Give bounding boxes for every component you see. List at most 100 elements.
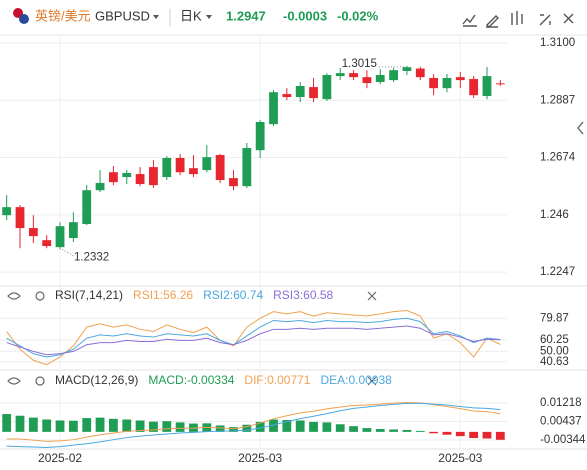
dropdown-caret[interactable] [153, 15, 159, 19]
macd-bar [362, 428, 372, 432]
candle-body [375, 75, 385, 82]
candle-body [68, 222, 78, 239]
macd-bar [455, 431, 465, 437]
x-tick-label: 2025-02 [38, 451, 82, 465]
macd-bar [402, 429, 412, 432]
macd-bar [242, 424, 252, 432]
macd-bar [495, 431, 505, 440]
macd-bar [135, 420, 145, 432]
candle-style-button[interactable] [511, 11, 523, 25]
legend-entry: DEA:0.00938 [320, 373, 392, 387]
macd-bar [82, 418, 92, 432]
y-tick-label: 40.63 [540, 356, 569, 368]
macd-bar [415, 430, 425, 432]
candle-body [95, 182, 105, 191]
macd-bar [42, 419, 52, 432]
legend-entry: DIF:0.00771 [244, 373, 310, 387]
price-change-pct: -0.02% [337, 8, 379, 23]
candle-body [215, 155, 225, 181]
candle-body [149, 167, 158, 186]
candle-body [109, 172, 118, 183]
macd-bar [229, 427, 238, 432]
y-tick-label: 1.2887 [540, 94, 575, 106]
candle-body [2, 207, 12, 216]
macd-bar [68, 420, 78, 432]
header-bg [0, 0, 587, 35]
macd-bar [122, 419, 132, 432]
candle-body [255, 122, 265, 151]
low-leader [61, 248, 75, 257]
macd-bar [442, 431, 452, 435]
symbol-name[interactable]: 英镑/美元 [35, 8, 91, 23]
candle-body [295, 86, 305, 98]
macd-bar [55, 420, 65, 432]
y-tick-label: 1.3100 [540, 37, 575, 49]
candle-body [362, 77, 372, 84]
macd-bar [295, 420, 305, 432]
candle-body [135, 174, 145, 185]
macd-bar [389, 429, 398, 432]
x-tick-label: 2025-03 [238, 451, 282, 465]
macd-line [6, 402, 501, 449]
macd-bar [28, 417, 38, 432]
price-change: -0.0003 [283, 8, 327, 23]
candle-body [15, 207, 25, 229]
candle-body [495, 83, 505, 85]
rsi-line [6, 325, 501, 356]
x-tick-label: 2025-03 [438, 451, 482, 465]
macd-bar [375, 429, 385, 432]
macd-bar [349, 426, 358, 432]
rsi-line [6, 310, 501, 366]
y-tick-label: 0.01218 [540, 397, 582, 409]
y-tick-label: 1.2247 [540, 266, 575, 278]
macd-line [6, 401, 501, 442]
macd-bar [109, 418, 118, 432]
macd-bar [162, 421, 172, 432]
header: 英镑/美元 GBPUSD 日K 1.2947 -0.0003 -0.02% [0, 0, 587, 36]
y-tick-label: -0.00344 [540, 434, 586, 446]
indicator-button[interactable] [462, 14, 477, 27]
eye-icon[interactable] [7, 292, 21, 300]
macd-bar [469, 431, 479, 439]
eye-icon[interactable] [7, 377, 21, 385]
dropdown-caret[interactable] [206, 15, 212, 19]
candle-body [162, 157, 172, 178]
macd-bar [2, 414, 12, 432]
candle-body [349, 73, 358, 78]
flag-icon [13, 8, 29, 24]
draw-button[interactable] [486, 15, 499, 28]
macd-bar [95, 417, 105, 432]
close-panel-icon[interactable] [367, 376, 377, 386]
settings-icon[interactable] [35, 376, 45, 386]
candle-body [335, 73, 345, 77]
candle-body [82, 190, 92, 225]
candle-body [229, 178, 238, 187]
candle-body [429, 77, 439, 89]
y-tick-label: 0.00437 [540, 416, 582, 428]
period[interactable]: 日K [180, 8, 202, 23]
close-panel-icon[interactable] [367, 291, 377, 301]
candle-body [55, 226, 65, 248]
settings-icon[interactable] [35, 291, 45, 301]
candle-body [189, 168, 198, 175]
macd-bar [175, 422, 185, 432]
macd-bar [255, 421, 265, 432]
candle-body [28, 228, 38, 237]
candle-body [122, 173, 132, 178]
candle-body [42, 240, 52, 247]
collapse-arrow[interactable] [577, 121, 584, 135]
fullscreen-button[interactable] [539, 14, 551, 26]
candle-body [415, 68, 425, 78]
candle-body [442, 77, 452, 89]
last-price: 1.2947 [226, 8, 266, 23]
macd-bar [309, 421, 318, 432]
macd-bar [282, 420, 292, 432]
candle-body [455, 77, 465, 81]
symbol-code[interactable]: GBPUSD [95, 8, 150, 23]
candle-body [322, 75, 332, 100]
candle-body [309, 87, 318, 99]
y-tick-label: 60.25 [540, 334, 569, 346]
close-button[interactable] [563, 13, 574, 24]
